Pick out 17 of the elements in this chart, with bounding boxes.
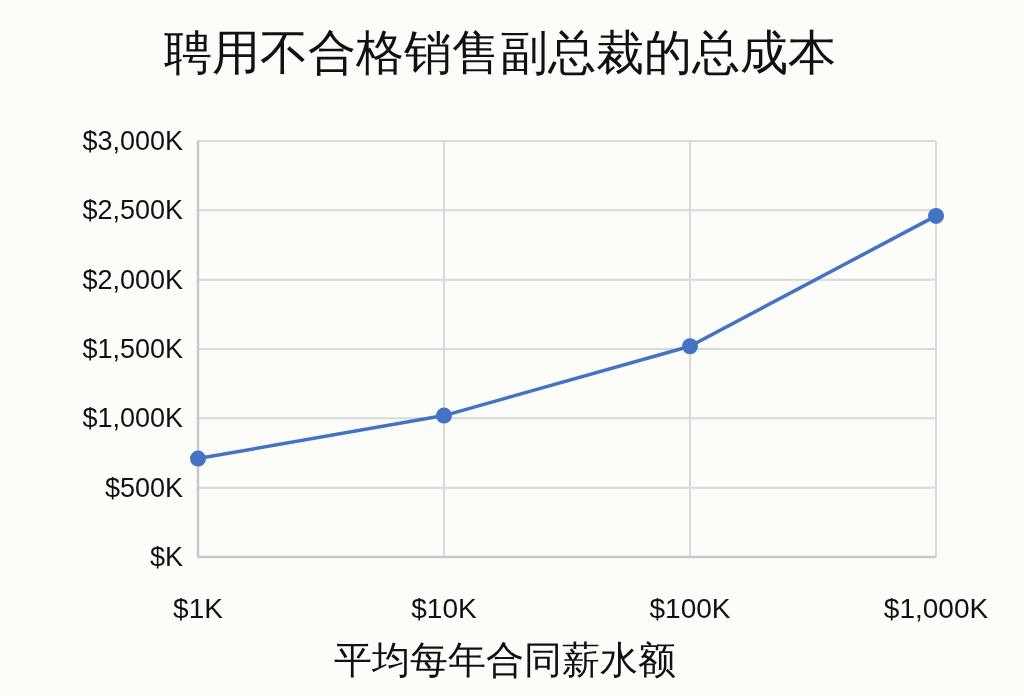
x-tick-label: $1K (173, 592, 224, 624)
point (682, 338, 698, 355)
y-tick-label: $K (149, 542, 183, 572)
point (436, 407, 452, 424)
y-tick-label: $500K (104, 472, 183, 503)
chart-title: 聘用不合格销售副总裁的总成本 (164, 25, 836, 79)
y-tick-label: $1,500K (82, 334, 183, 364)
y-tick-label: $2,500K (82, 195, 183, 226)
point (928, 207, 944, 224)
x-tick-label: $10K (411, 592, 478, 624)
x-tick-label: $1,000K (883, 592, 989, 624)
y-tick-label: $1,000K (82, 403, 183, 434)
y-tick-label: $2,000K (82, 264, 183, 295)
x-axis-title: 平均每年合同薪水额 (334, 639, 676, 681)
point (190, 450, 206, 467)
y-tick-label: $3,000K (82, 126, 183, 156)
x-tick-label: $100K (649, 592, 731, 624)
